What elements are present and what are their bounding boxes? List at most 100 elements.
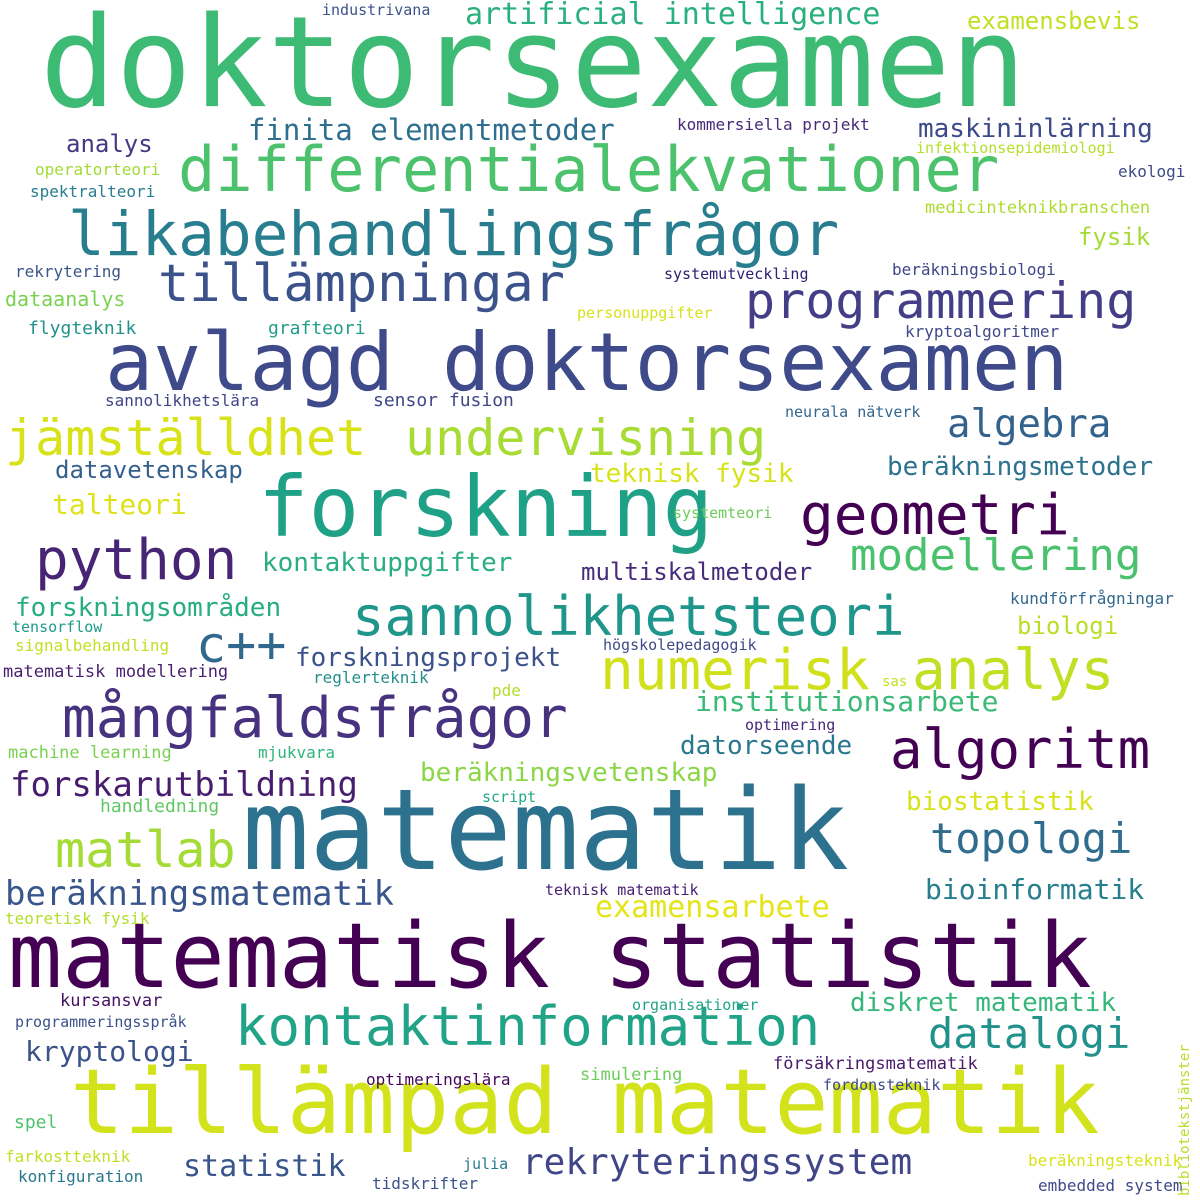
word: systemteori: [673, 504, 773, 522]
word: signalbehandling: [15, 636, 170, 655]
word: tillämpad matematik: [70, 1050, 1100, 1155]
word: sensor fusion: [373, 390, 514, 411]
word: industrivana: [322, 1, 431, 19]
word: multiskalmetoder: [581, 558, 813, 586]
word: optimeringslära: [366, 1070, 511, 1089]
word: reglerteknik: [313, 668, 429, 687]
word: geometri: [800, 483, 1070, 548]
word: tidskrifter: [372, 1174, 478, 1193]
word: teknisk matematik: [545, 881, 699, 899]
word: rekrytering: [15, 262, 121, 281]
word: konfiguration: [18, 1167, 144, 1186]
word: artificial intelligence: [465, 0, 881, 32]
word: kryptoalgoritmer: [905, 322, 1060, 341]
word: mjukvara: [258, 743, 336, 762]
word: fordonsteknik: [823, 1076, 941, 1094]
word: sannolikhetslära: [105, 391, 260, 410]
word: kursansvar: [60, 991, 163, 1011]
word: beräkningsvetenskap: [420, 758, 718, 788]
word: handledning: [100, 796, 220, 817]
word-vertical: bibliotekstjänster: [1177, 1044, 1193, 1196]
word: operatorteori: [35, 160, 161, 179]
word: differentialekvationer: [178, 133, 1000, 206]
word: tensorflow: [12, 618, 103, 636]
word: script: [482, 788, 537, 806]
word: grafteori: [268, 318, 366, 339]
word: kontaktuppgifter: [262, 548, 513, 578]
word: maskininlärning: [918, 114, 1153, 144]
word: datavetenskap: [55, 456, 243, 484]
word: programmeringsspråk: [15, 1013, 187, 1031]
word: infektionsepidemiologi: [916, 139, 1115, 157]
word: machine learning: [8, 743, 172, 763]
word: forskningsprojekt: [295, 643, 562, 673]
word: högskolepedagogik: [603, 636, 757, 654]
word: optimering: [745, 716, 836, 734]
word: datalogi: [928, 1009, 1131, 1058]
word: beräkningsbiologi: [892, 260, 1056, 279]
word: rekryteringssystem: [522, 1142, 913, 1183]
word: forskning: [258, 458, 714, 556]
word: sas: [882, 674, 908, 690]
word: finita elementmetoder: [248, 113, 615, 147]
word: analys: [912, 638, 1115, 703]
word: försäkringsmatematik: [773, 1054, 978, 1074]
word: ekologi: [1118, 162, 1186, 181]
word: tillämpningar: [158, 254, 565, 314]
word: spel: [14, 1112, 58, 1133]
word: kryptologi: [25, 1035, 194, 1068]
word: doktorsexamen: [40, 0, 1027, 136]
word: algoritm: [890, 718, 1151, 781]
word: dataanalys: [5, 287, 126, 311]
word: beräkningsmatematik: [5, 874, 394, 914]
word: matematisk statistik: [8, 904, 1092, 1009]
word: matematik: [242, 766, 849, 896]
word: simulering: [580, 1065, 683, 1085]
word: institutionsarbete: [695, 685, 999, 718]
word: embedded system: [1038, 1176, 1183, 1195]
word: matlab: [55, 821, 236, 879]
word: spektralteori: [30, 182, 156, 201]
word: kontaktinformation: [235, 995, 821, 1058]
word: examensarbete: [595, 890, 830, 925]
word: forskningsområden: [15, 593, 282, 623]
word: python: [35, 528, 238, 593]
word: julia: [463, 1155, 509, 1173]
word: kundförfrågningar: [1010, 589, 1174, 608]
word: fysik: [1078, 223, 1151, 251]
word: bioinformatik: [925, 873, 1145, 906]
word: sannolikhetsteori: [352, 585, 905, 648]
word: mångfaldsfrågor: [62, 686, 568, 751]
word: biostatistik: [906, 787, 1094, 817]
word: farkostteknik: [5, 1147, 131, 1166]
word: statistik: [183, 1149, 346, 1184]
word: matematisk modellering: [3, 662, 229, 682]
word: c++: [196, 616, 287, 674]
word: analys: [66, 130, 153, 158]
word: flygteknik: [28, 318, 137, 339]
word: teknisk fysik: [590, 459, 794, 489]
word: beräkningsmetoder: [887, 452, 1154, 482]
word: forskarutbildning: [10, 765, 358, 805]
word: avlagd doktorsexamen: [105, 316, 1069, 409]
word: beräkningsteknik: [1028, 1151, 1183, 1170]
word: neurala nätverk: [785, 403, 921, 421]
word: undervisning: [405, 409, 767, 467]
word: biologi: [1017, 612, 1119, 640]
word: systemutveckling: [664, 265, 809, 283]
word: teoretisk fysik: [5, 909, 150, 928]
word: pde: [492, 681, 521, 700]
word: numerisk: [600, 638, 870, 703]
word: examensbevis: [967, 7, 1141, 35]
word: diskret matematik: [850, 988, 1117, 1018]
word: modellering: [850, 530, 1142, 581]
word: datorseende: [680, 731, 853, 761]
word: kommersiella projekt: [677, 115, 870, 134]
word: medicinteknikbranschen: [925, 198, 1151, 218]
word: likabehandlingsfrågor: [68, 199, 840, 270]
word: algebra: [947, 402, 1112, 447]
word: talteori: [52, 488, 187, 521]
word: personuppgifter: [577, 304, 713, 322]
word: topologi: [930, 814, 1133, 863]
